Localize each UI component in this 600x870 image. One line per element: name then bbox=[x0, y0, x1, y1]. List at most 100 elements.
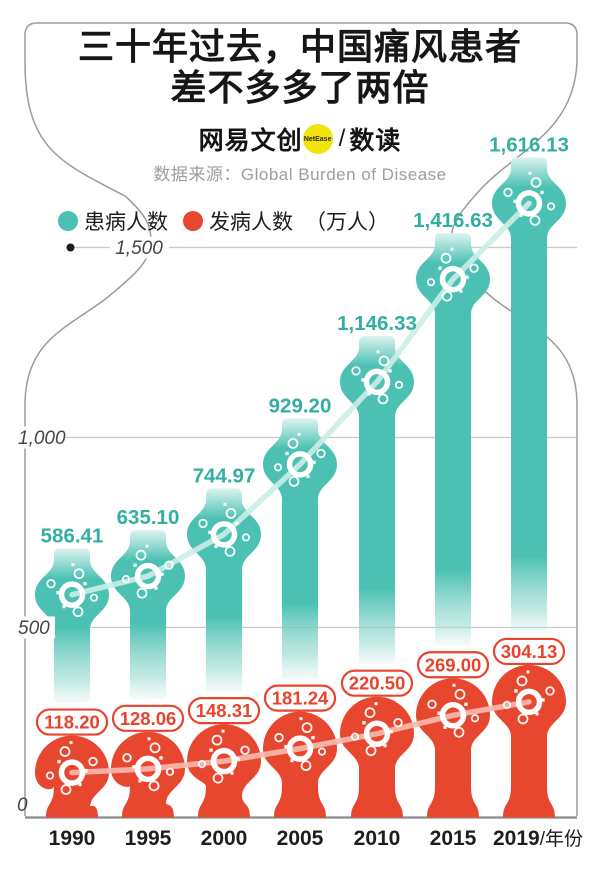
prevalence-joint-ring-icon bbox=[439, 265, 467, 293]
bubble-ring-icon bbox=[364, 707, 376, 719]
bubble-dot-icon bbox=[154, 586, 158, 590]
bubble-dot-icon bbox=[62, 605, 66, 609]
bubble-dot-icon bbox=[452, 683, 456, 687]
bubble-ring-icon bbox=[426, 278, 436, 287]
bubble-ring-icon bbox=[470, 714, 480, 723]
bubble-dot-icon bbox=[438, 266, 442, 270]
prevalence-joint-ring-icon bbox=[363, 368, 391, 396]
incidence-value-pill bbox=[416, 651, 490, 679]
bubble-dot-icon bbox=[312, 460, 316, 465]
bubble-dot-icon bbox=[71, 563, 75, 567]
bubble-dot-icon bbox=[56, 590, 60, 595]
brand-divider: / bbox=[338, 125, 346, 152]
y-tick-bg bbox=[15, 616, 55, 639]
frame-top-border bbox=[24, 22, 578, 62]
incidence-bubbles bbox=[274, 717, 327, 772]
bubble-dot-icon bbox=[133, 563, 137, 567]
incidence-bar-2005 bbox=[263, 711, 337, 818]
legend-dot-prevalence bbox=[58, 211, 78, 231]
bubble-dot-icon bbox=[362, 721, 366, 725]
bubble-dot-icon bbox=[361, 378, 365, 382]
prevalence-bubbles bbox=[351, 350, 404, 405]
bubble-ring-icon bbox=[136, 587, 148, 599]
bubble-ring-icon bbox=[148, 780, 160, 792]
bubble-ring-icon bbox=[46, 578, 56, 589]
incidence-bubbles bbox=[427, 683, 480, 738]
prevalence-value-label: 1,146.33 bbox=[337, 312, 417, 335]
bubble-ring-icon bbox=[59, 746, 71, 757]
bubble-dot-icon bbox=[535, 712, 539, 716]
x-tick-2005: 2005 bbox=[277, 827, 324, 850]
incidence-joint-ring-icon bbox=[515, 688, 543, 716]
incidence-value-label: 269.00 bbox=[425, 654, 482, 675]
y-tick-0: 0 bbox=[17, 795, 28, 816]
bubble-ring-icon bbox=[45, 771, 55, 780]
bubble-ring-icon bbox=[60, 784, 72, 795]
bubble-dot-icon bbox=[299, 717, 303, 721]
bubble-dot-icon bbox=[306, 474, 310, 479]
bubble-dot-icon bbox=[209, 748, 213, 752]
bubble-dot-icon bbox=[236, 757, 240, 761]
incidence-connector-line bbox=[69, 699, 532, 776]
bubble-dot-icon bbox=[83, 581, 87, 586]
bubble-dot-icon bbox=[465, 275, 469, 279]
x-tick-2019-with-axis-title: 2019/年份 bbox=[493, 827, 583, 850]
y-tick-500: 500 bbox=[18, 618, 50, 639]
bubble-ring-icon bbox=[240, 745, 250, 755]
bubble-ring-icon bbox=[516, 675, 528, 687]
bubble-ring-icon bbox=[427, 699, 437, 709]
x-tick-2010: 2010 bbox=[354, 827, 401, 850]
bubble-ring-icon bbox=[72, 606, 84, 618]
prevalence-value-label: 586.41 bbox=[41, 525, 104, 548]
prevalence-bar-2000 bbox=[187, 488, 261, 692]
grid-marker-dot bbox=[66, 243, 75, 252]
prevalence-connector-line bbox=[69, 200, 532, 598]
bubble-dot-icon bbox=[230, 771, 234, 775]
bubble-dot-icon bbox=[464, 702, 468, 706]
bubble-ring-icon bbox=[546, 202, 556, 211]
bubble-dot-icon bbox=[160, 572, 164, 576]
bubble-ring-icon bbox=[350, 732, 360, 741]
incidence-value-label: 118.20 bbox=[44, 712, 100, 733]
incidence-value-label: 128.06 bbox=[120, 708, 177, 729]
bubble-ring-icon bbox=[121, 575, 131, 584]
incidence-value-label: 148.31 bbox=[196, 700, 253, 721]
incidence-bar-1990 bbox=[35, 735, 109, 818]
legend-label-prevalence: 患病人数 bbox=[84, 211, 168, 234]
incidence-value-label: 220.50 bbox=[349, 673, 406, 694]
bubble-ring-icon bbox=[503, 187, 513, 198]
bubble-ring-icon bbox=[441, 290, 453, 302]
bubble-dot-icon bbox=[221, 729, 225, 733]
bubble-dot-icon bbox=[57, 759, 61, 764]
bubble-ring-icon bbox=[453, 726, 465, 738]
incidence-bar-2019 bbox=[492, 664, 566, 818]
bubble-dot-icon bbox=[138, 779, 142, 783]
bubble-dot-icon bbox=[147, 737, 151, 741]
bubble-dot-icon bbox=[297, 432, 301, 436]
bubble-ring-icon bbox=[529, 214, 541, 226]
page-title-line1: 三十年过去，中国痛风患者 bbox=[77, 26, 522, 67]
y-tick-1500: 1,500 bbox=[115, 238, 163, 259]
bubble-ring-icon bbox=[135, 549, 147, 561]
bubble-ring-icon bbox=[198, 518, 208, 529]
bubble-dot-icon bbox=[78, 782, 82, 787]
prevalence-value-label: 635.10 bbox=[117, 506, 180, 529]
x-tick-2015: 2015 bbox=[430, 827, 477, 850]
incidence-bubbles bbox=[502, 670, 555, 725]
bubble-ring-icon bbox=[316, 448, 326, 459]
prevalence-value-label: 1,416.63 bbox=[413, 209, 493, 232]
bubble-dot-icon bbox=[235, 521, 239, 526]
bubble-dot-icon bbox=[374, 702, 378, 706]
bubble-ring-icon bbox=[393, 718, 403, 728]
x-tick-1990: 1990 bbox=[49, 827, 96, 850]
incidence-value-pill bbox=[187, 697, 261, 725]
incidence-joint-ring-icon bbox=[363, 720, 391, 747]
brand-sub: 数读 bbox=[349, 127, 402, 155]
incidence-bubbles bbox=[45, 741, 98, 795]
bubble-ring-icon bbox=[89, 593, 99, 602]
bubble-dot-icon bbox=[383, 744, 387, 748]
bubble-dot-icon bbox=[528, 171, 532, 175]
bubble-ring-icon bbox=[288, 476, 300, 487]
